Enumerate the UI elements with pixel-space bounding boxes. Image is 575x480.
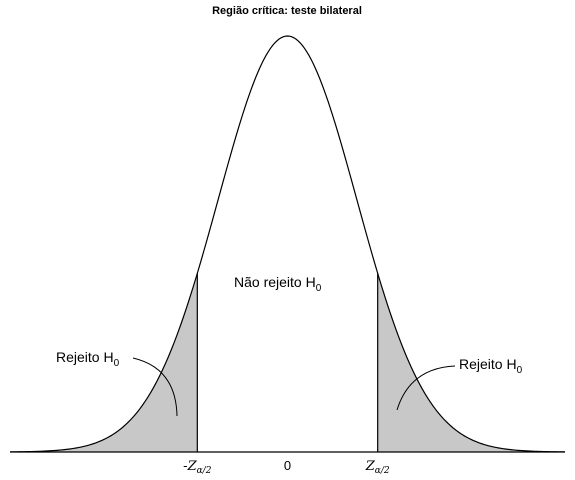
reject-right-label-main: Rejeito H — [459, 356, 517, 372]
x-tick-label: 0 — [284, 458, 291, 473]
rejection-region-left — [10, 273, 198, 452]
x-tick-label-main: -Z — [183, 459, 197, 474]
accept-region-label-main: Não rejeito H — [234, 274, 316, 290]
x-tick-labels: -Zα/2 0 Zα/2 — [183, 458, 390, 476]
x-tick-label-sub: α/2 — [197, 466, 212, 476]
rejection-region-right — [377, 273, 565, 452]
plot-area — [9, 35, 566, 453]
reject-left-label-main: Rejeito H — [56, 349, 114, 365]
accept-region-label: Não rejeito H0 — [234, 274, 322, 294]
x-tick-label-sub: α/2 — [375, 466, 390, 476]
x-tick-label-main: Z — [365, 459, 376, 474]
reject-right-label: Rejeito H0 — [459, 356, 523, 376]
chart-title: Região crítica: teste bilateral — [212, 5, 362, 17]
x-tick-label: -Zα/2 — [183, 459, 212, 476]
accept-region-label-sub: 0 — [316, 283, 322, 294]
reject-left-label: Rejeito H0 — [56, 349, 120, 369]
density-curve — [9, 35, 566, 453]
annotation-arrow-right — [396, 365, 456, 411]
reject-left-label-sub: 0 — [114, 358, 120, 369]
annotation-arrow-left — [132, 357, 178, 417]
x-tick-label: Zα/2 — [365, 459, 390, 476]
reject-right-label-sub: 0 — [517, 365, 523, 376]
